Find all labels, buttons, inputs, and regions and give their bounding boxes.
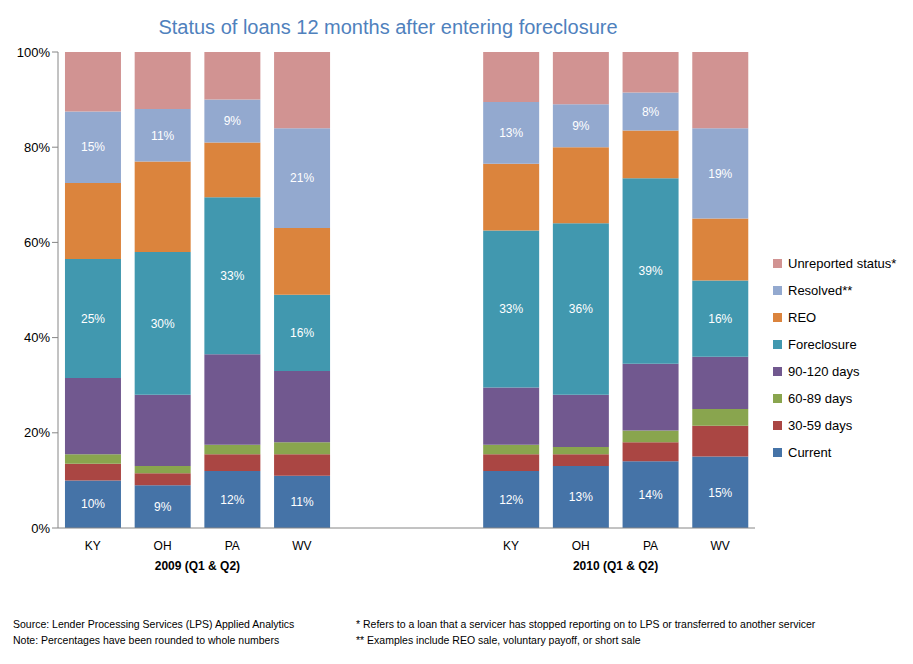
svg-text:16%: 16%	[290, 326, 314, 340]
html-text:REO: REO	[788, 310, 817, 325]
svg-text:10%: 10%	[81, 497, 105, 511]
svg-text:PA: PA	[225, 539, 240, 553]
svg-text:9%: 9%	[154, 500, 172, 514]
html-text:** Examples include REO sale,: ** Examples include REO sale, voluntary …	[356, 634, 641, 646]
svg-text:WV: WV	[710, 539, 729, 553]
svg-text:13%: 13%	[569, 490, 593, 504]
svg-text:33%: 33%	[220, 269, 244, 283]
svg-text:20%: 20%	[24, 425, 50, 440]
svg-text:KY: KY	[85, 539, 101, 553]
svg-text:PA: PA	[643, 539, 658, 553]
svg-text:OH: OH	[572, 539, 590, 553]
svg-text:9%: 9%	[224, 114, 242, 128]
html-text:Source: Lender Processing Serv: Source: Lender Processing Services (LPS)…	[13, 618, 295, 630]
svg-text:15%: 15%	[708, 486, 732, 500]
svg-text:0%: 0%	[31, 521, 50, 536]
svg-text:80%: 80%	[24, 140, 50, 155]
html-text:Current: Current	[788, 445, 832, 460]
html-text:90-120 days: 90-120 days	[788, 364, 860, 379]
svg-text:21%: 21%	[290, 171, 314, 185]
svg-text:14%: 14%	[639, 488, 663, 502]
html-text:* Refers to a loan that a serv: * Refers to a loan that a servicer has s…	[356, 618, 816, 630]
svg-text:13%: 13%	[499, 126, 523, 140]
svg-text:100%: 100%	[17, 45, 51, 60]
svg-text:8%: 8%	[642, 105, 660, 119]
svg-text:19%: 19%	[708, 167, 732, 181]
html-text:Resolved**: Resolved**	[788, 283, 853, 298]
svg-text:11%: 11%	[151, 129, 174, 143]
svg-text:WV: WV	[292, 539, 311, 553]
svg-text:25%: 25%	[81, 312, 105, 326]
svg-text:2010 (Q1 & Q2): 2010 (Q1 & Q2)	[573, 559, 658, 573]
svg-text:2009 (Q1 & Q2): 2009 (Q1 & Q2)	[155, 559, 240, 573]
svg-text:KY: KY	[503, 539, 519, 553]
svg-text:12%: 12%	[220, 493, 244, 507]
svg-text:11%: 11%	[290, 495, 313, 509]
svg-text:OH: OH	[154, 539, 172, 553]
html-text:30-59 days: 30-59 days	[788, 418, 853, 433]
html-text:Unreported status*: Unreported status*	[788, 256, 897, 271]
html-text:Note: Percentages have been ro: Note: Percentages have been rounded to w…	[13, 634, 280, 646]
svg-text:60%: 60%	[24, 235, 50, 250]
svg-text:33%: 33%	[499, 302, 523, 316]
html-text:Foreclosure: Foreclosure	[788, 337, 857, 352]
svg-text:40%: 40%	[24, 330, 50, 345]
svg-text:30%: 30%	[151, 317, 175, 331]
html-text:60-89 days: 60-89 days	[788, 391, 853, 406]
svg-text:36%: 36%	[569, 302, 593, 316]
svg-text:39%: 39%	[639, 264, 663, 278]
svg-text:16%: 16%	[708, 312, 732, 326]
html-text:Status of loans 12 months afte: Status of loans 12 months after entering…	[158, 16, 618, 38]
svg-text:12%: 12%	[499, 493, 523, 507]
svg-text:9%: 9%	[572, 119, 590, 133]
svg-text:15%: 15%	[81, 140, 105, 154]
